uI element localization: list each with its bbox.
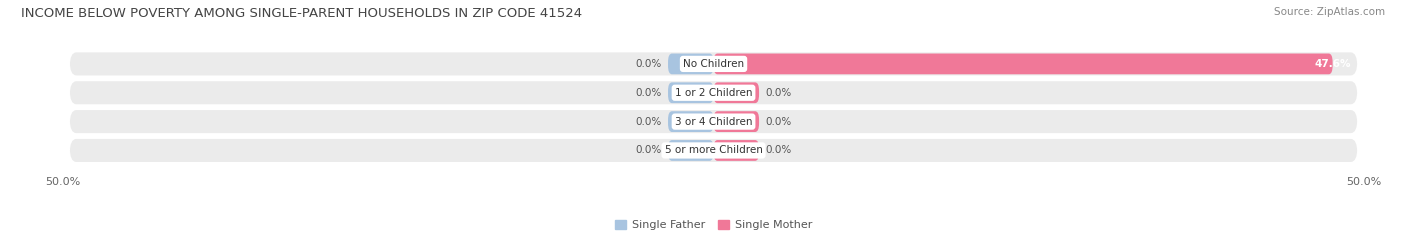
Text: 0.0%: 0.0%: [765, 88, 792, 98]
Text: 1 or 2 Children: 1 or 2 Children: [675, 88, 752, 98]
FancyBboxPatch shape: [713, 82, 759, 103]
Text: 47.6%: 47.6%: [1315, 59, 1351, 69]
Text: 0.0%: 0.0%: [636, 88, 661, 98]
Text: 0.0%: 0.0%: [636, 116, 661, 127]
FancyBboxPatch shape: [70, 139, 1357, 162]
Text: 5 or more Children: 5 or more Children: [665, 145, 762, 155]
FancyBboxPatch shape: [70, 81, 1357, 104]
FancyBboxPatch shape: [713, 111, 759, 132]
FancyBboxPatch shape: [668, 111, 713, 132]
FancyBboxPatch shape: [668, 82, 713, 103]
Text: 3 or 4 Children: 3 or 4 Children: [675, 116, 752, 127]
FancyBboxPatch shape: [713, 54, 1333, 74]
Text: 0.0%: 0.0%: [636, 59, 661, 69]
Legend: Single Father, Single Mother: Single Father, Single Mother: [610, 216, 817, 233]
FancyBboxPatch shape: [713, 140, 759, 161]
FancyBboxPatch shape: [668, 54, 713, 74]
FancyBboxPatch shape: [668, 140, 713, 161]
FancyBboxPatch shape: [70, 52, 1357, 75]
Text: INCOME BELOW POVERTY AMONG SINGLE-PARENT HOUSEHOLDS IN ZIP CODE 41524: INCOME BELOW POVERTY AMONG SINGLE-PARENT…: [21, 7, 582, 20]
FancyBboxPatch shape: [70, 110, 1357, 133]
Text: Source: ZipAtlas.com: Source: ZipAtlas.com: [1274, 7, 1385, 17]
Text: No Children: No Children: [683, 59, 744, 69]
Text: 0.0%: 0.0%: [765, 145, 792, 155]
Text: 0.0%: 0.0%: [765, 116, 792, 127]
Text: 0.0%: 0.0%: [636, 145, 661, 155]
